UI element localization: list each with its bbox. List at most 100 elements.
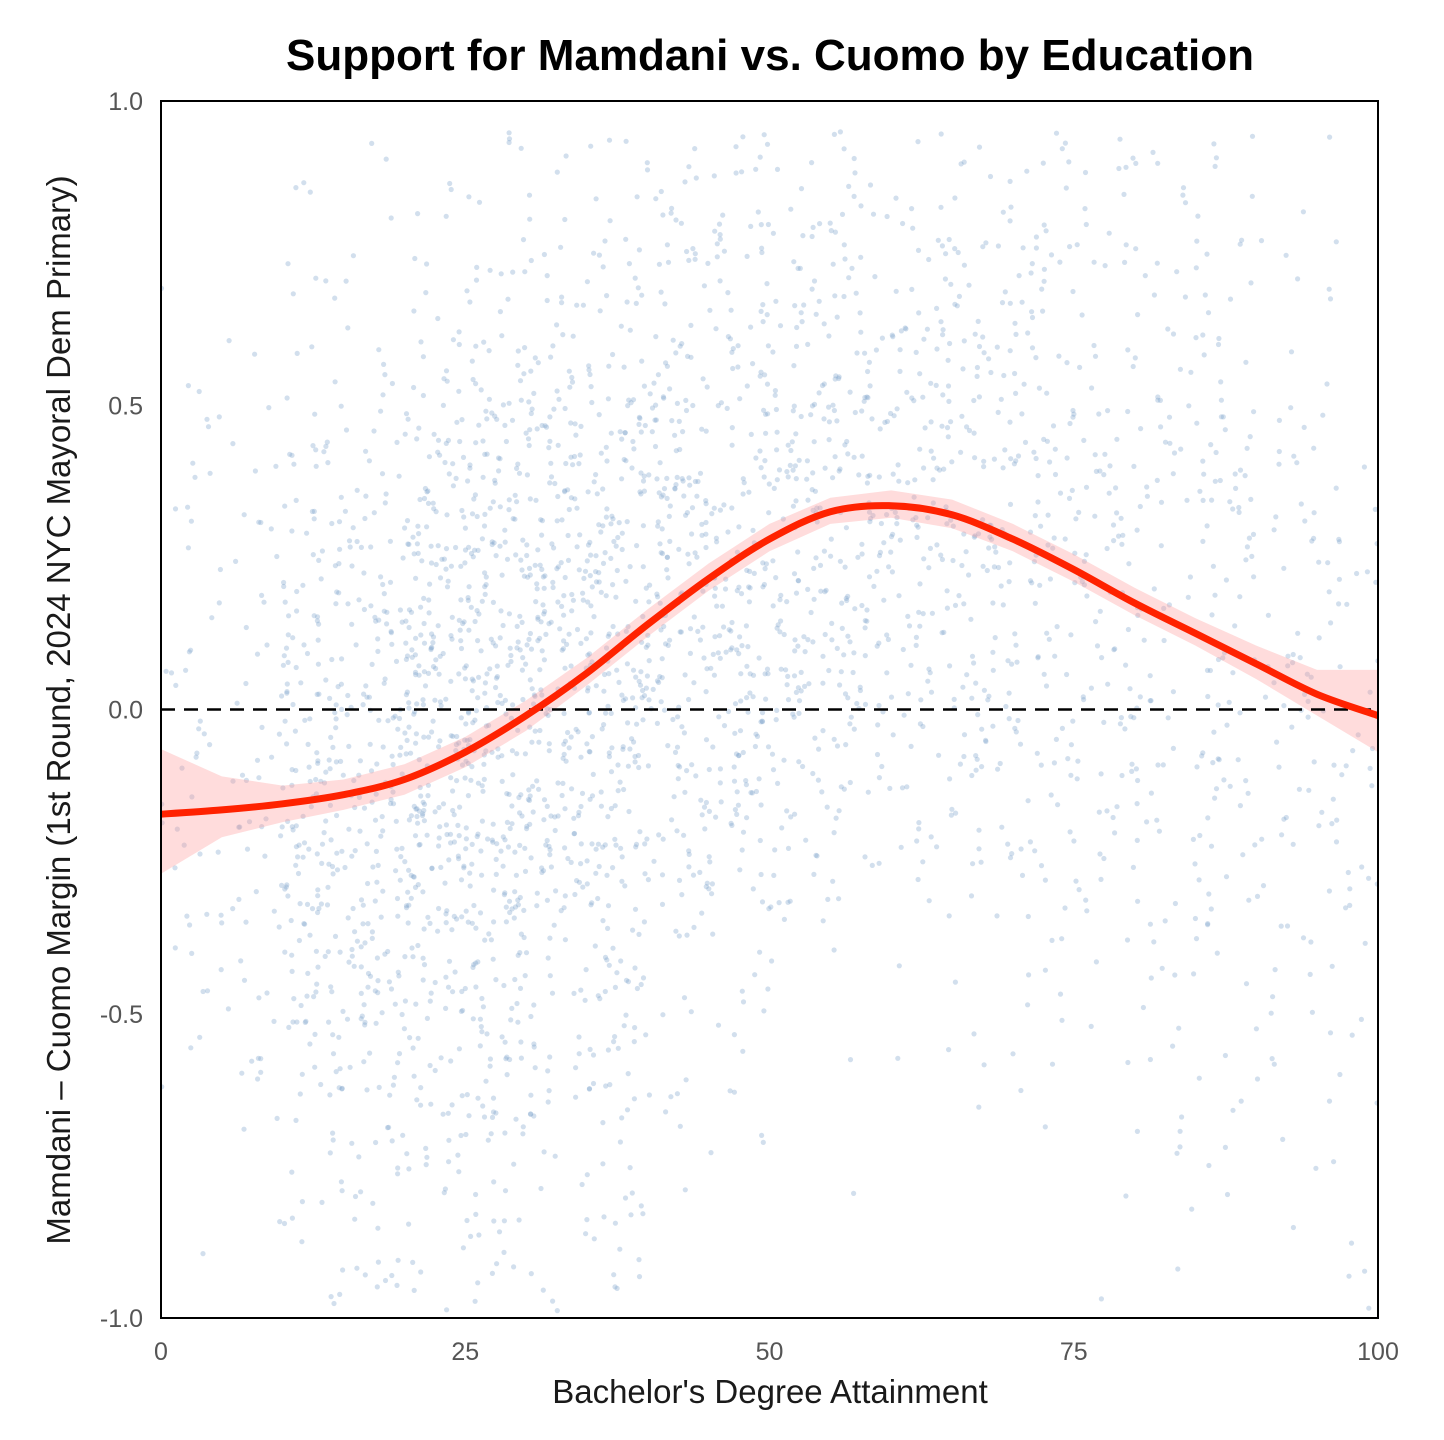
scatter-point xyxy=(896,478,902,484)
scatter-point xyxy=(851,193,857,199)
scatter-point xyxy=(862,854,868,860)
scatter-point xyxy=(687,650,694,657)
scatter-point xyxy=(517,950,523,956)
scatter-point xyxy=(769,958,775,964)
scatter-point xyxy=(555,493,561,500)
scatter-point xyxy=(1118,715,1124,721)
scatter-point xyxy=(201,731,207,737)
scatter-point xyxy=(617,429,623,435)
scatter-point xyxy=(791,403,797,409)
scatter-point xyxy=(565,729,571,736)
scatter-point xyxy=(547,414,553,420)
scatter-point xyxy=(432,809,438,815)
scatter-point xyxy=(589,659,595,665)
scatter-point xyxy=(362,1019,368,1025)
scatter-point xyxy=(762,458,768,464)
scatter-point xyxy=(748,431,754,437)
scatter-point xyxy=(431,506,437,512)
scatter-point xyxy=(473,925,479,931)
scatter-point xyxy=(1249,553,1255,560)
scatter-point xyxy=(461,865,467,871)
scatter-point xyxy=(499,700,505,707)
scatter-point xyxy=(1300,209,1306,215)
scatter-point xyxy=(588,603,594,609)
scatter-point xyxy=(363,448,369,454)
scatter-point xyxy=(273,463,279,469)
scatter-point xyxy=(1050,545,1056,551)
scatter-point xyxy=(801,634,807,640)
scatter-point xyxy=(650,686,656,693)
scatter-point xyxy=(502,1188,509,1194)
scatter-point xyxy=(1364,569,1370,575)
scatter-point xyxy=(502,1039,508,1045)
scatter-point xyxy=(597,308,603,314)
scatter-point xyxy=(764,281,770,287)
scatter-point xyxy=(262,853,268,859)
scatter-point xyxy=(281,653,287,659)
scatter-point xyxy=(230,441,236,447)
scatter-point xyxy=(467,299,473,305)
scatter-point xyxy=(315,661,321,667)
scatter-point xyxy=(520,537,526,543)
scatter-point xyxy=(635,285,641,291)
x-tick-label: 25 xyxy=(451,1338,479,1366)
scatter-point xyxy=(948,419,954,425)
scatter-point xyxy=(470,1016,476,1022)
scatter-point xyxy=(403,903,410,909)
scatter-point xyxy=(946,1047,952,1053)
scatter-point xyxy=(479,536,485,542)
scatter-point xyxy=(728,628,734,634)
scatter-point xyxy=(323,278,329,284)
scatter-point xyxy=(715,650,721,656)
scatter-point xyxy=(522,868,529,875)
scatter-point xyxy=(563,460,569,467)
scatter-point xyxy=(980,563,986,569)
scatter-point xyxy=(811,278,818,284)
scatter-point xyxy=(509,1005,515,1012)
scatter-point xyxy=(1205,310,1212,316)
scatter-point xyxy=(934,346,940,352)
scatter-point xyxy=(676,877,683,884)
scatter-point xyxy=(857,684,863,690)
scatter-point xyxy=(483,748,489,754)
scatter-point xyxy=(1194,420,1200,426)
scatter-point xyxy=(1346,1273,1352,1279)
scatter-point xyxy=(604,872,610,878)
scatter-point xyxy=(1005,658,1011,664)
scatter-point xyxy=(607,1082,613,1088)
scatter-point xyxy=(474,264,480,270)
scatter-point xyxy=(672,485,678,491)
scatter-point xyxy=(326,757,332,763)
scatter-point xyxy=(642,841,648,847)
scatter-point xyxy=(831,830,837,836)
scatter-point xyxy=(532,355,538,361)
scatter-point xyxy=(472,547,478,553)
scatter-point xyxy=(876,474,882,480)
scatter-point xyxy=(934,305,940,311)
scatter-point xyxy=(791,673,798,679)
scatter-point xyxy=(1158,499,1165,505)
scatter-point xyxy=(1304,671,1310,677)
scatter-point xyxy=(917,446,923,452)
scatter-point xyxy=(354,1265,360,1271)
scatter-point xyxy=(639,695,645,701)
x-tick-label: 0 xyxy=(154,1338,168,1366)
scatter-point xyxy=(330,1032,336,1038)
scatter-point xyxy=(801,302,807,308)
scatter-point xyxy=(518,931,525,937)
scatter-point xyxy=(234,700,240,706)
scatter-point xyxy=(280,785,286,791)
scatter-point xyxy=(368,544,374,550)
scatter-point xyxy=(362,515,368,522)
scatter-point xyxy=(532,693,538,699)
scatter-point xyxy=(528,1092,534,1098)
scatter-point xyxy=(528,368,534,374)
scatter-point xyxy=(476,1232,482,1238)
scatter-point xyxy=(540,868,547,874)
scatter-point xyxy=(384,621,390,627)
scatter-point xyxy=(372,898,378,904)
scatter-point xyxy=(717,232,723,238)
scatter-point xyxy=(796,457,802,463)
scatter-point xyxy=(760,1139,766,1145)
scatter-point xyxy=(544,897,551,903)
